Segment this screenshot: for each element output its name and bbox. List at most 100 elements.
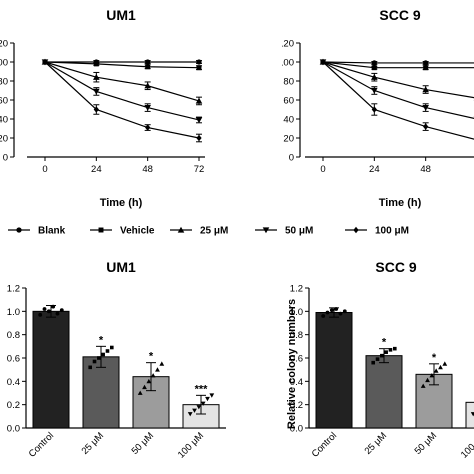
panel-a-series-5 <box>42 58 202 143</box>
panel-d-category-label: 100 μM <box>459 430 474 460</box>
panel-b-y-tick-label: 100 <box>278 58 294 69</box>
panel-d-dot <box>433 368 439 373</box>
panel-a-series-4 <box>41 59 203 124</box>
panel-c-y-tick-label: 0.8 <box>7 330 20 341</box>
panel-b-data-point <box>371 65 377 71</box>
panel-b-data-point <box>371 60 377 66</box>
panel-d-dot <box>321 314 326 318</box>
panel-a-y-tick-label: 20 <box>0 134 8 145</box>
legend-label: 25 μM <box>200 226 228 237</box>
panel-c-dot <box>187 412 193 417</box>
legend-label: 50 μM <box>285 226 313 237</box>
panel-a-data-point <box>195 97 203 104</box>
panel-d-dot <box>442 361 448 366</box>
panel-a-x-tick-label: 72 <box>194 164 205 175</box>
panel-b-data-point <box>371 87 378 94</box>
legend-item-2: Vehicle <box>90 226 155 237</box>
panel-c-dot <box>105 349 110 353</box>
panel-c-bar <box>32 310 70 429</box>
panel-b-y-axis-label: Proliferation(% Control) <box>257 40 269 164</box>
panel-c-category-label: 50 μM <box>130 430 157 457</box>
legend-marker <box>353 226 359 234</box>
panel-d-bar-group-1: Control <box>310 307 353 460</box>
panel-b-x-tick-label: 24 <box>369 164 380 175</box>
panel-c-y-tick-label: 0.4 <box>7 377 20 388</box>
panel-c-bar-group-3: * 50 μM <box>130 351 170 457</box>
panel-b-series-line <box>322 61 474 99</box>
panel-d-dot <box>342 309 347 314</box>
panel-c-bar-chart: UM1 0.00.20.40.60.81.01.2 Control*25 μM*… <box>7 259 226 461</box>
legend-item-1: Blank <box>8 226 66 237</box>
panel-b-axes: 020406080100120024487 <box>278 39 474 175</box>
panel-a-title: UM1 <box>106 7 136 23</box>
panel-a-y-tick-label: 60 <box>0 96 8 107</box>
legend-marker <box>177 226 185 233</box>
panel-c-bar-group-2: * 25 μM <box>80 334 120 457</box>
panel-c-significance-label: * <box>99 334 104 346</box>
panel-a-line-chart: UM1 Time (h) 0 20 40 60 80 100 120 0 24 48 72 <box>0 7 205 209</box>
panel-d-dot <box>384 350 388 354</box>
panel-d-bar-group-3: * 50 μM <box>413 352 453 457</box>
panel-a-data-point <box>196 134 202 142</box>
panel-c-dot <box>196 405 202 410</box>
panel-a-y-tick-label: 80 <box>0 77 8 88</box>
panel-c-bars: Control * 25 μM * 50 μM *** 100 μM <box>27 304 220 461</box>
legend-label: Vehicle <box>120 226 155 237</box>
panel-a-x-axis-label: Time (h) <box>100 197 143 209</box>
panel-a-y-tick-label: 0 <box>3 153 8 164</box>
panel-b-data-point <box>423 65 429 71</box>
panel-d-bar-group-4: ***100 μM <box>459 401 474 461</box>
panel-d-y-axis-label: Relative colony numbers <box>286 299 298 429</box>
panel-a-data-point <box>145 59 151 65</box>
panel-d-dot <box>429 373 435 378</box>
panel-b-series-line <box>322 61 474 119</box>
panel-c-bar-group-4: *** 100 μM <box>176 383 220 461</box>
panel-d-title: SCC 9 <box>375 259 416 275</box>
panel-c-dot <box>205 396 210 402</box>
panel-d-dot <box>420 383 426 388</box>
panel-a-axes: 0 20 40 60 80 100 120 0 24 48 72 <box>0 39 205 175</box>
panel-d-dot <box>375 357 380 361</box>
panel-c-dot <box>101 352 105 357</box>
panel-a-series-1 <box>42 59 202 65</box>
panel-d-dot <box>393 346 397 351</box>
panel-d-dot <box>425 377 430 383</box>
panel-b-series-line <box>322 61 474 64</box>
panel-d-dot <box>470 412 474 417</box>
panel-c-dot <box>146 378 152 384</box>
panel-c-y-tick-label: 1.2 <box>7 284 20 295</box>
panel-d-significance-label: * <box>432 352 437 364</box>
panel-a-x-tick-label: 0 <box>42 164 47 175</box>
panel-c-dot <box>159 361 165 366</box>
panel-d-y-tick-label: 0.4 <box>290 377 303 388</box>
panel-d-y-tick-label: 0.6 <box>290 354 303 365</box>
panel-a-data-point <box>144 82 151 89</box>
panel-a-series-line <box>44 61 200 139</box>
panel-c-dot <box>38 312 43 317</box>
panel-b-data-point <box>422 104 429 111</box>
panel-b-y-tick-label: 0 <box>289 153 294 164</box>
panel-b-series-5 <box>320 58 474 140</box>
panel-d-bar-group-2: * 25 μM <box>363 337 403 457</box>
panel-c-dot <box>209 393 215 398</box>
panel-d-category-label: 50 μM <box>413 430 440 457</box>
panel-a-data-point <box>196 65 202 71</box>
panel-c-y-tick-label: 0.6 <box>7 354 20 365</box>
panel-b-title: SCC 9 <box>379 7 420 23</box>
panel-b-x-tick-label: 48 <box>420 164 431 175</box>
legend-item-3: 25 μM <box>170 226 228 237</box>
panel-c-y-tick-label: 0.0 <box>7 424 20 435</box>
panel-c-y-tick-label: 1.0 <box>7 307 20 318</box>
panel-a-series-line <box>44 61 200 69</box>
panel-d-category-label: 25 μM <box>363 430 390 457</box>
panel-d-bar <box>465 401 474 429</box>
panel-a-data-point <box>93 88 100 95</box>
panel-a-data-point <box>93 106 99 113</box>
panel-c-dot <box>192 408 197 413</box>
panel-b-series <box>319 58 474 140</box>
legend-item-5: 100 μM <box>345 226 409 237</box>
panel-d-dot <box>388 348 393 352</box>
panel-a-x-tick-label: 48 <box>142 164 153 175</box>
panel-d-category-label: Control <box>310 430 339 459</box>
panel-a-data-point <box>145 124 151 131</box>
